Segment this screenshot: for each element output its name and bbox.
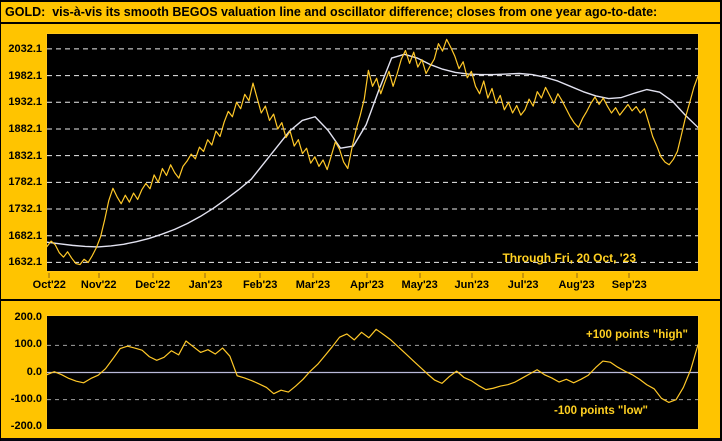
month-label: Nov'22 [80, 279, 117, 291]
main-y-tick-label: 1832.1 [8, 149, 42, 162]
main-price-chart-panel: Through Fri, 20 Oct, '23 [46, 33, 699, 272]
oscillator-y-tick-label: -100.0 [10, 392, 42, 405]
oscillator-y-tick-label: 200.0 [14, 311, 42, 324]
valuation-line [47, 53, 698, 248]
main-y-tick-label: 2032.1 [8, 42, 42, 55]
month-tick-mark [97, 273, 100, 278]
month-label: Jul'23 [507, 279, 539, 291]
oscillator-plot [47, 328, 698, 403]
gold-price-line [47, 38, 698, 266]
main-y-tick-label: 1932.1 [8, 96, 42, 109]
main-y-tick-label: 1632.1 [8, 256, 42, 269]
oscillator-line [47, 328, 698, 403]
month-tick-mark [522, 273, 525, 278]
high-threshold-label: +100 points "high" [586, 329, 688, 341]
month-label: Sep'23 [611, 279, 647, 291]
main-y-tick-label: 1882.1 [8, 122, 42, 135]
chart-title: GOLD: vis-à-vis its smooth BEGOS valuati… [5, 5, 658, 19]
month-label: Apr'23 [350, 279, 384, 291]
month-tick-mark [365, 273, 368, 278]
month-tick-mark [151, 273, 154, 278]
main-y-tick-label: 1732.1 [8, 203, 42, 216]
through-date-label: Through Fri, 20 Oct, '23 [502, 251, 636, 265]
oscillator-y-tick-label: -200.0 [10, 419, 42, 432]
price-vs-valuation-plot [47, 38, 698, 266]
month-label: Jun'23 [454, 279, 489, 291]
title-divider-line [1, 22, 720, 24]
month-label: Dec'22 [135, 279, 171, 291]
main-y-tick-label: 1682.1 [8, 229, 42, 242]
month-tick-mark [311, 273, 314, 278]
low-threshold-label: -100 points "low" [554, 405, 648, 417]
main-y-tick-label: 1782.1 [8, 176, 42, 189]
month-tick-mark [259, 273, 262, 278]
main-y-tick-label: 1982.1 [8, 69, 42, 82]
month-tick-mark [470, 273, 473, 278]
month-label: Jan'23 [188, 279, 223, 291]
month-label: Feb'23 [242, 279, 278, 291]
month-tick-mark [628, 273, 631, 278]
month-label: Oct'22 [32, 279, 66, 291]
oscillator-y-tick-label: 0.0 [26, 365, 42, 378]
oscillator-chart-panel: +100 points "high" -100 points "low" [46, 315, 699, 430]
month-tick-mark [418, 273, 421, 278]
bottom-border-strip [1, 438, 720, 441]
panel-divider-line [1, 299, 720, 301]
month-label: May'23 [401, 279, 438, 291]
month-tick-mark [204, 273, 207, 278]
oscillator-y-tick-label: 100.0 [14, 338, 42, 351]
month-label: Aug'23 [558, 279, 595, 291]
month-label: Mar'23 [295, 279, 331, 291]
month-tick-mark [575, 273, 578, 278]
month-tick-mark [48, 273, 51, 278]
